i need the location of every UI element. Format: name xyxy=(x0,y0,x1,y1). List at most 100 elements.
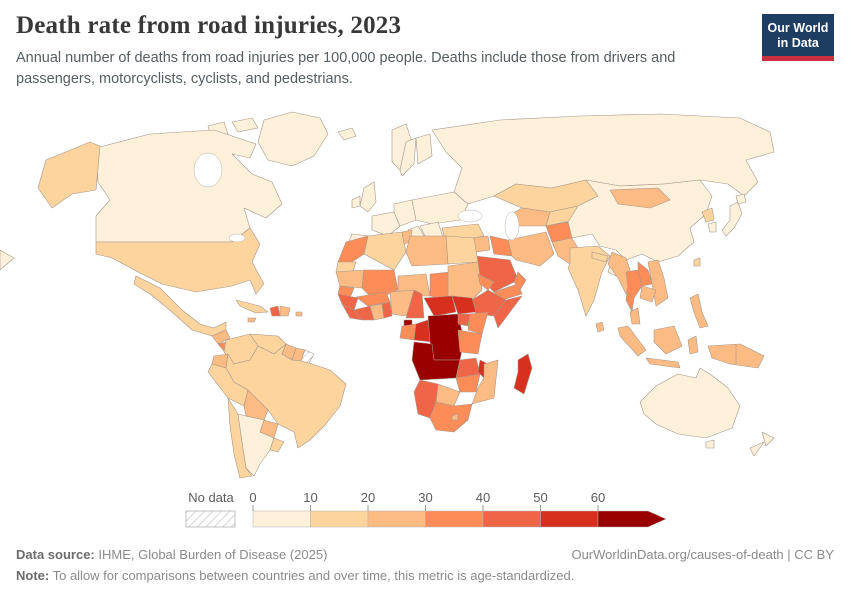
country-south-korea[interactable] xyxy=(707,221,717,233)
legend-bin-20-30[interactable] xyxy=(367,510,426,528)
country-ireland[interactable] xyxy=(351,195,361,209)
country-sulawesi[interactable] xyxy=(687,335,699,355)
country-java[interactable] xyxy=(645,357,681,369)
country-myanmar[interactable] xyxy=(607,251,633,295)
country-sudan[interactable] xyxy=(447,261,483,301)
country-japan[interactable] xyxy=(721,201,743,237)
country-brazil[interactable] xyxy=(225,343,347,449)
owid-logo-line2: in Data xyxy=(777,35,819,50)
legend-tick-label: 40 xyxy=(476,490,490,505)
country-gabon[interactable] xyxy=(399,323,417,341)
chart-subtitle: Annual number of deaths from road injuri… xyxy=(16,50,676,87)
country-oman[interactable] xyxy=(513,271,527,291)
country-cameroon[interactable] xyxy=(405,289,425,319)
country-guatemala[interactable] xyxy=(211,329,231,345)
country-somalia[interactable] xyxy=(493,295,523,329)
country-puerto-rico[interactable] xyxy=(295,311,303,317)
no-data-swatch[interactable] xyxy=(185,510,236,528)
owid-logo-line1: Our World xyxy=(767,21,829,35)
country-france[interactable] xyxy=(371,211,401,237)
country-kenya[interactable] xyxy=(467,311,489,335)
country-greenland[interactable] xyxy=(257,111,329,167)
country-jamaica[interactable] xyxy=(247,317,257,323)
country-hokkaido[interactable] xyxy=(735,193,747,205)
chart-header: Death rate from road injuries, 2023 Annu… xyxy=(16,12,834,89)
data-source: Data source: IHME, Global Burden of Dise… xyxy=(16,547,328,562)
country-sri-lanka[interactable] xyxy=(595,321,605,333)
country-egypt[interactable] xyxy=(445,235,479,265)
legend-tick-label: 30 xyxy=(418,490,432,505)
country-canada[interactable] xyxy=(95,129,283,243)
country-north-korea[interactable] xyxy=(701,207,715,223)
country-uganda[interactable] xyxy=(457,313,471,327)
country-south-africa[interactable] xyxy=(429,401,473,433)
country-central-african-republic[interactable] xyxy=(423,295,457,317)
legend-bin-30-40[interactable] xyxy=(425,510,484,528)
country-zimbabwe[interactable] xyxy=(455,373,481,393)
country-cambodia[interactable] xyxy=(639,285,657,303)
country-tanzania[interactable] xyxy=(457,329,483,355)
country-tasmania[interactable] xyxy=(705,439,715,449)
country-nepal[interactable] xyxy=(591,251,609,263)
country-chad[interactable] xyxy=(429,271,451,301)
country-canada-island-east[interactable] xyxy=(231,117,259,133)
country-morocco[interactable] xyxy=(337,235,369,267)
country-uruguay[interactable] xyxy=(269,437,285,453)
country-finland[interactable] xyxy=(415,133,433,165)
country-iceland[interactable] xyxy=(337,127,357,141)
country-chukotka-fragment[interactable] xyxy=(0,249,15,271)
owid-logo[interactable]: Our World in Data xyxy=(762,14,834,61)
world-map[interactable] xyxy=(0,100,850,482)
country-togo-benin[interactable] xyxy=(381,301,393,319)
legend-tick-label: 10 xyxy=(303,490,317,505)
country-argentina[interactable] xyxy=(237,413,275,477)
country-cuba[interactable] xyxy=(235,299,269,314)
legend-bin-10-20[interactable] xyxy=(310,510,369,528)
country-india[interactable] xyxy=(567,245,611,317)
country-iran[interactable] xyxy=(507,231,555,267)
legend-tick-label: 50 xyxy=(533,490,547,505)
great-lakes xyxy=(228,233,246,243)
country-madagascar[interactable] xyxy=(513,353,533,395)
country-alaska[interactable] xyxy=(37,141,101,209)
country-uk[interactable] xyxy=(359,181,377,213)
note: Note: To allow for comparisons between c… xyxy=(16,568,575,583)
country-lesotho[interactable] xyxy=(451,413,459,421)
legend-bin-60+[interactable] xyxy=(597,510,667,528)
country-germany-central[interactable] xyxy=(393,199,417,227)
country-sweden[interactable] xyxy=(399,137,417,177)
country-philippines[interactable] xyxy=(689,293,709,329)
legend-bin-0-10[interactable] xyxy=(252,510,311,528)
legend-tick-label: 20 xyxy=(361,490,375,505)
country-new-zealand-north[interactable] xyxy=(761,431,775,447)
no-data-label: No data xyxy=(188,490,234,505)
map-legend[interactable]: No data 0 10 20 30 40 50 60 xyxy=(0,486,850,536)
country-laos[interactable] xyxy=(637,261,653,287)
country-china[interactable] xyxy=(567,179,713,263)
country-vietnam[interactable] xyxy=(647,259,669,307)
hudson-bay xyxy=(193,152,223,188)
legend-bin-50-60[interactable] xyxy=(540,510,599,528)
credit-link[interactable]: OurWorldinData.org/causes-of-death | CC … xyxy=(571,547,834,562)
country-dominican-republic[interactable] xyxy=(279,305,291,317)
country-new-zealand-south[interactable] xyxy=(749,441,765,457)
caspian-sea xyxy=(504,211,520,241)
country-usa[interactable] xyxy=(95,227,265,295)
country-haiti[interactable] xyxy=(269,305,281,317)
country-mongolia[interactable] xyxy=(609,187,671,209)
country-malaysia[interactable] xyxy=(629,307,641,325)
country-algeria[interactable] xyxy=(363,231,407,271)
legend-bin-40-50[interactable] xyxy=(482,510,541,528)
legend-tick-label: 60 xyxy=(591,490,605,505)
country-iraq[interactable] xyxy=(489,235,513,257)
country-borneo[interactable] xyxy=(653,325,683,355)
legend-tick-label: 0 xyxy=(249,490,256,505)
country-mauritania[interactable] xyxy=(335,269,365,289)
country-taiwan[interactable] xyxy=(693,257,701,267)
black-sea xyxy=(457,209,483,223)
country-australia[interactable] xyxy=(639,367,741,439)
country-south-sudan[interactable] xyxy=(451,295,477,315)
country-libya[interactable] xyxy=(405,235,449,267)
country-sumatra[interactable] xyxy=(617,325,647,357)
